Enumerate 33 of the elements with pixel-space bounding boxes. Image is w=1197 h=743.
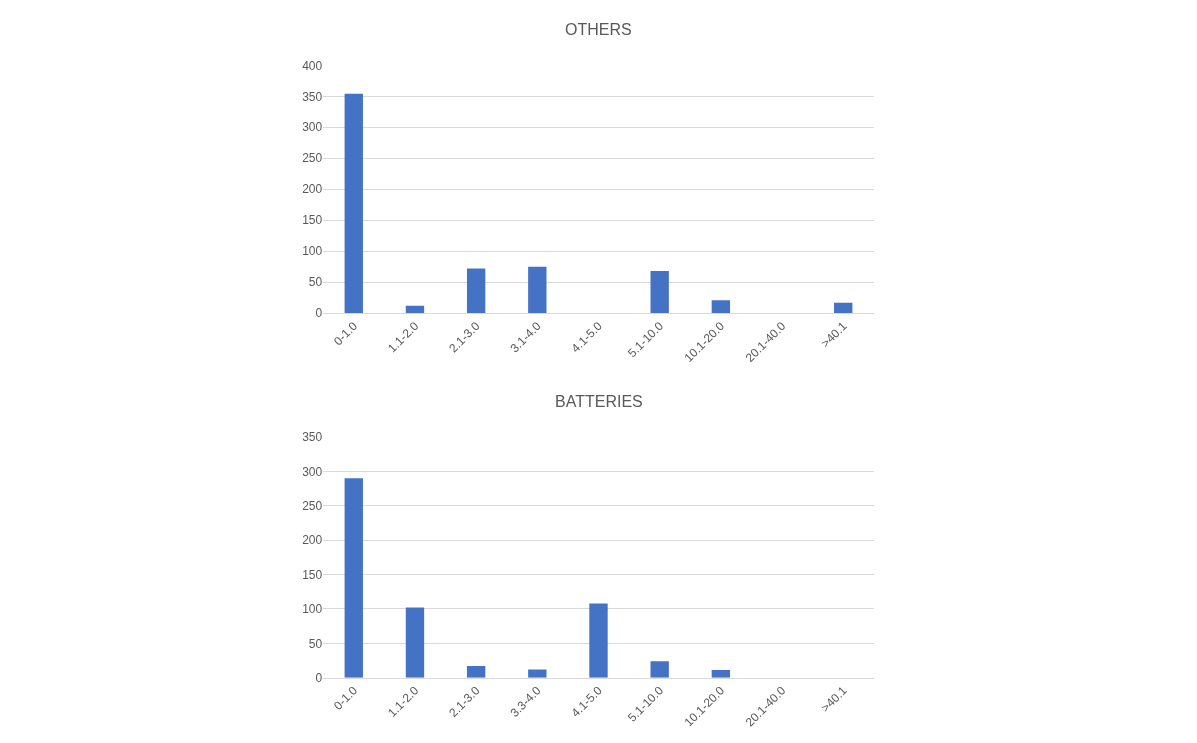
bar <box>466 268 486 314</box>
y-tick-label: 150 <box>302 213 323 228</box>
y-tick-label: 350 <box>302 430 323 445</box>
bar <box>466 666 486 678</box>
bar <box>711 300 731 314</box>
bar <box>589 603 608 678</box>
y-tick-label: 50 <box>308 275 323 290</box>
bar <box>650 271 669 314</box>
bar <box>834 302 853 314</box>
y-tick-label: 100 <box>302 244 323 259</box>
y-tick-label: 0 <box>315 306 323 321</box>
y-tick-label: 100 <box>302 602 323 617</box>
bar <box>405 305 425 314</box>
bar <box>344 478 363 678</box>
bar <box>528 669 547 678</box>
bar <box>405 607 425 678</box>
chart-title: OTHERS <box>565 21 632 38</box>
bar <box>528 266 547 314</box>
bar <box>711 670 731 678</box>
y-tick-label: 400 <box>302 58 323 73</box>
y-tick-label: 300 <box>302 464 323 479</box>
y-tick-label: 300 <box>302 120 323 135</box>
y-tick-label: 350 <box>302 89 323 104</box>
y-tick-label: 150 <box>302 567 323 582</box>
bar <box>344 93 363 314</box>
y-tick-label: 200 <box>302 182 323 197</box>
y-tick-label: 0 <box>315 670 323 685</box>
y-tick-label: 250 <box>302 151 323 166</box>
chart-title: BATTERIES <box>555 393 643 410</box>
y-tick-label: 200 <box>302 533 323 548</box>
y-tick-label: 50 <box>308 636 323 651</box>
bar <box>650 661 669 678</box>
y-tick-label: 250 <box>302 499 323 514</box>
